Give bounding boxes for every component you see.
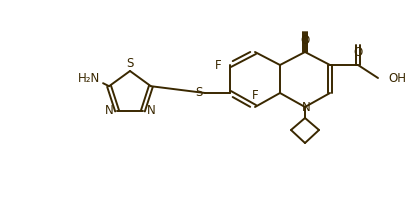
Text: S: S (126, 56, 134, 69)
Text: S: S (195, 85, 203, 98)
Text: N: N (302, 101, 310, 114)
Text: O: O (353, 46, 362, 59)
Text: N: N (105, 104, 113, 117)
Text: F: F (252, 89, 258, 102)
Text: OH: OH (388, 71, 406, 84)
Text: H₂N: H₂N (78, 72, 100, 85)
Text: O: O (300, 34, 310, 47)
Text: F: F (215, 59, 221, 71)
Text: N: N (147, 104, 155, 117)
